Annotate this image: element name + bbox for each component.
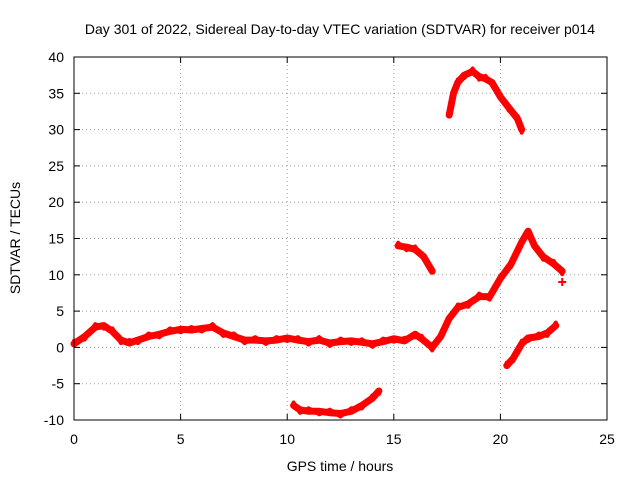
y-tick-label: 0 <box>56 339 64 355</box>
y-tick-label: 5 <box>56 303 64 319</box>
series-upper-arc-band <box>447 66 524 135</box>
y-tick-label: 15 <box>48 231 64 247</box>
y-tick-label: 20 <box>48 194 64 210</box>
plot-series <box>70 66 567 419</box>
y-tick-label: 10 <box>48 267 64 283</box>
x-tick-labels: 0 5 10 15 20 25 <box>70 431 615 447</box>
x-tick-label: 5 <box>177 431 185 447</box>
y-tick-label: 35 <box>48 85 64 101</box>
x-tick-label: 10 <box>279 431 295 447</box>
y-tick-label: 25 <box>48 158 64 174</box>
x-tick-label: 0 <box>70 431 78 447</box>
series-segment-14h-band <box>396 240 435 271</box>
x-axis-title: GPS time / hours <box>287 458 394 474</box>
marker-point <box>558 278 567 287</box>
y-tick-label: -10 <box>44 412 64 428</box>
chart-title: Day 301 of 2022, Sidereal Day-to-day VTE… <box>85 21 595 37</box>
series-lower-arc-band <box>291 392 381 419</box>
x-tick-label: 20 <box>493 431 509 447</box>
series-main-trace-band <box>72 232 565 353</box>
y-tick-label: -5 <box>52 376 65 392</box>
y-tick-labels: -10 -5 0 5 10 15 20 25 30 35 40 <box>44 49 64 428</box>
y-tick-label: 30 <box>48 122 64 138</box>
plot-frame <box>73 56 608 421</box>
series-late-segment-band <box>504 320 558 365</box>
series-main-trace <box>70 227 566 351</box>
x-tick-label: 15 <box>386 431 402 447</box>
grid-lines <box>74 57 607 420</box>
y-axis-title: SDTVAR / TECUs <box>7 182 23 294</box>
x-tick-label: 25 <box>599 431 615 447</box>
y-tick-label: 40 <box>48 49 64 65</box>
